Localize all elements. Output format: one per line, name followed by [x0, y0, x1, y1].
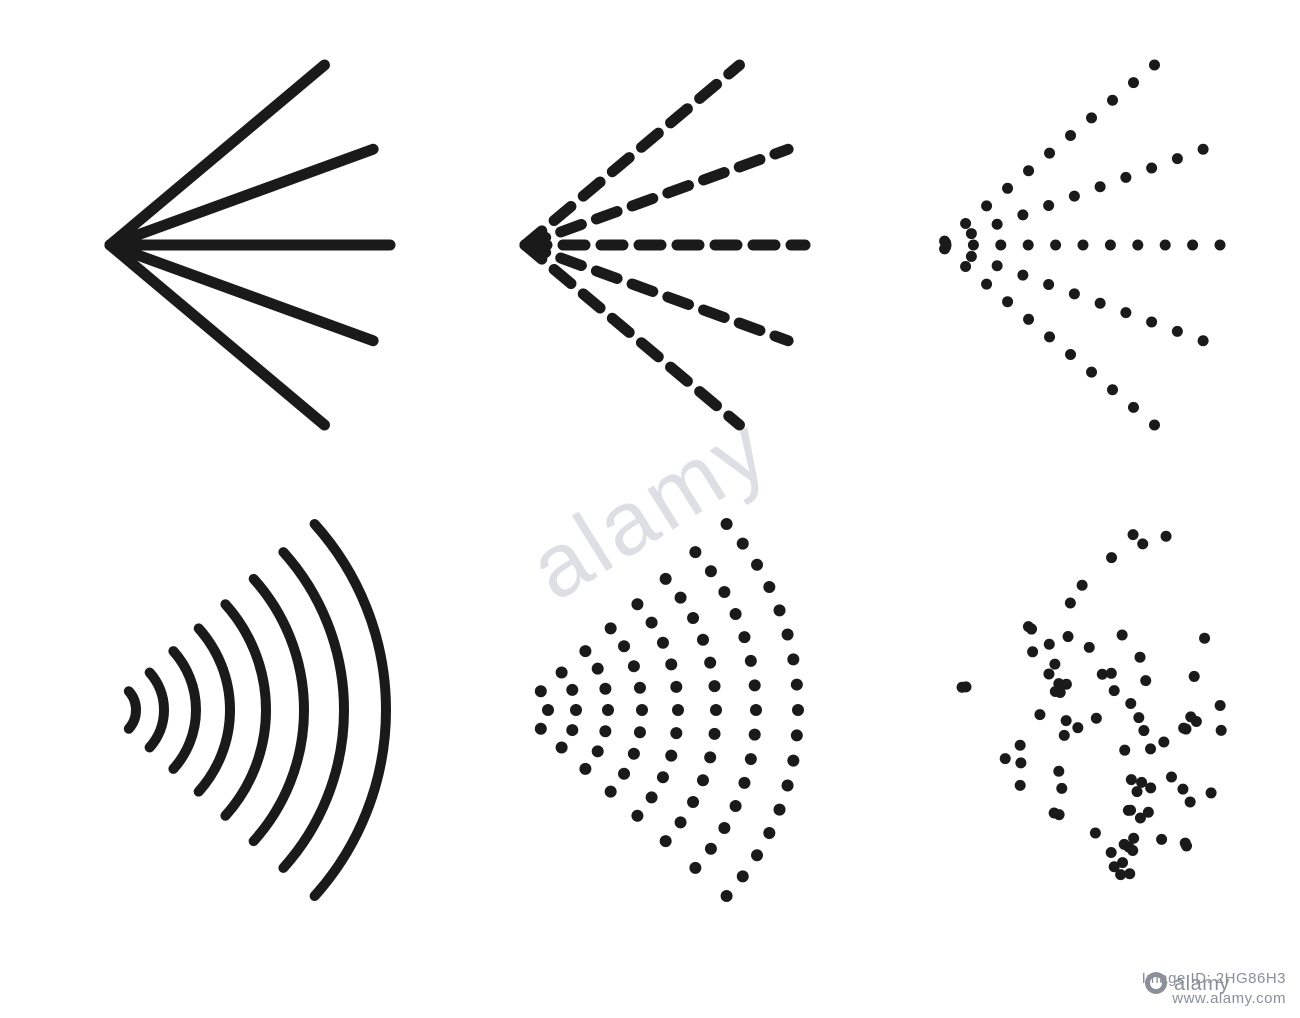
spray-solid-lines-icon — [110, 65, 390, 425]
spray-solid-arcs-icon — [129, 524, 386, 896]
spray-dotted-arcs-icon — [535, 518, 804, 902]
spray-dashed-lines-icon — [525, 65, 805, 425]
spray-random-cloud-icon — [957, 529, 1227, 880]
alamy-logo-icon: alamy — [1142, 969, 1262, 997]
svg-text:alamy: alamy — [1174, 973, 1230, 995]
watermark-corner: alamy Image ID: 2HG86H3 www.alamy.com — [1142, 969, 1286, 1008]
spray-dotted-lines-icon — [939, 60, 1225, 431]
